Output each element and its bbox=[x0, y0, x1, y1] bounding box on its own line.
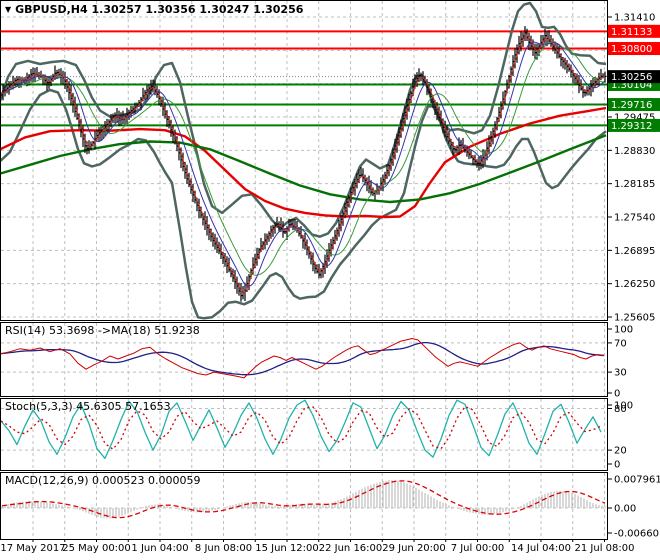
svg-text:7 Jul 00:00: 7 Jul 00:00 bbox=[451, 543, 505, 554]
svg-text:1 Jun 04:00: 1 Jun 04:00 bbox=[131, 543, 188, 554]
ohlc-values: 1.30257 1.30356 1.30247 1.30256 bbox=[91, 3, 304, 16]
svg-text:1.25605: 1.25605 bbox=[614, 313, 655, 324]
svg-text:30: 30 bbox=[614, 368, 627, 379]
svg-text:22 Jun 16:00: 22 Jun 16:00 bbox=[319, 543, 383, 554]
svg-text:1.30800: 1.30800 bbox=[611, 44, 652, 55]
svg-text:14 Jul 04:00: 14 Jul 04:00 bbox=[511, 543, 571, 554]
svg-text:17 May 2017: 17 May 2017 bbox=[0, 543, 65, 554]
macd-panel[interactable] bbox=[1, 480, 607, 519]
stochastic-panel[interactable] bbox=[0, 399, 607, 460]
svg-text:100: 100 bbox=[614, 401, 633, 412]
svg-text:-0.0066010: -0.0066010 bbox=[614, 529, 660, 540]
svg-text:1.29475: 1.29475 bbox=[614, 113, 655, 124]
svg-text:1.29312: 1.29312 bbox=[611, 121, 652, 132]
svg-text:80: 80 bbox=[614, 404, 627, 415]
svg-text:29 Jun 20:00: 29 Jun 20:00 bbox=[382, 543, 446, 554]
svg-text:1.30256: 1.30256 bbox=[611, 72, 652, 83]
rsi-indicator-label: RSI(14) 53.3698 ->MA(18) 51.9238 bbox=[5, 324, 200, 337]
price-axis[interactable]: 1.31410 1.29475 1.28830 1.28185 1.27540 1.268… bbox=[608, 13, 660, 540]
svg-text:25 May 00:00: 25 May 00:00 bbox=[62, 543, 131, 554]
svg-text:1.31133: 1.31133 bbox=[611, 27, 652, 38]
svg-text:15 Jun 12:00: 15 Jun 12:00 bbox=[255, 543, 319, 554]
svg-text:21 Jul 08:00: 21 Jul 08:00 bbox=[575, 543, 635, 554]
svg-text:1.29716: 1.29716 bbox=[611, 100, 652, 111]
svg-text:1.30104: 1.30104 bbox=[611, 80, 652, 91]
symbol-timeframe-label: GBPUSD,H4 bbox=[15, 3, 88, 16]
symbol-dropdown-icon[interactable]: ▼ bbox=[5, 5, 12, 14]
svg-text:0.00: 0.00 bbox=[614, 504, 636, 515]
stoch-indicator-label: Stoch(5,3,3) 45.6305 57.1653 bbox=[5, 400, 171, 413]
svg-text:70: 70 bbox=[614, 338, 627, 349]
rsi-panel[interactable] bbox=[0, 338, 607, 379]
svg-text:1.27540: 1.27540 bbox=[614, 213, 655, 224]
svg-text:100: 100 bbox=[614, 325, 633, 336]
svg-text:8 Jun 08:00: 8 Jun 08:00 bbox=[195, 543, 252, 554]
macd-indicator-label: MACD(12,26,9) 0.000523 0.000059 bbox=[5, 474, 201, 487]
svg-text:1.28185: 1.28185 bbox=[614, 179, 655, 190]
svg-text:1.26250: 1.26250 bbox=[614, 279, 655, 290]
chart-title: ▼ GBPUSD,H4 1.30257 1.30356 1.30247 1.302… bbox=[5, 3, 303, 16]
svg-text:1.31410: 1.31410 bbox=[614, 13, 655, 24]
main-price-panel[interactable] bbox=[0, 1, 607, 320]
svg-text:1.28830: 1.28830 bbox=[614, 146, 655, 157]
svg-text:1.26895: 1.26895 bbox=[614, 246, 655, 257]
panel-borders bbox=[0, 0, 608, 540]
svg-text:20: 20 bbox=[614, 446, 627, 457]
svg-text:0: 0 bbox=[614, 389, 620, 400]
svg-text:0: 0 bbox=[614, 460, 620, 471]
